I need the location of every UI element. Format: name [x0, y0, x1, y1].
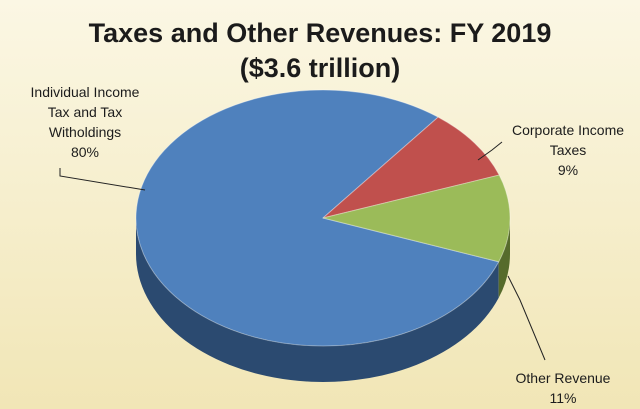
- label-line: Corporate Income: [511, 122, 625, 138]
- pie-slice-other-revenue: [322, 174, 511, 263]
- pie-slice-side: [136, 218, 499, 382]
- label-line: Other Revenue: [515, 370, 611, 386]
- pie-slice-side: [498, 218, 510, 298]
- label-line: Taxes: [549, 142, 587, 158]
- label-line: Individual Income: [30, 84, 140, 100]
- label-corporate-income: Corporate Income Taxes 9%: [498, 120, 638, 180]
- leader-line-individual: [59, 168, 146, 191]
- chart-title: Taxes and Other Revenues: FY 2019: [88, 18, 552, 48]
- leader-line-other: [507, 275, 546, 361]
- label-line: Witholdings: [48, 124, 122, 140]
- leader-line-corporate: [477, 141, 503, 161]
- pie-slice-corporate-income: [322, 116, 500, 219]
- label-other-revenue: Other Revenue 11%: [498, 368, 628, 408]
- label-value: 11%: [549, 390, 577, 406]
- label-value: 9%: [557, 162, 579, 178]
- chart-subtitle: ($3.6 trillion): [239, 53, 401, 83]
- pie-slice-individual-income: [135, 89, 500, 347]
- label-value: 80%: [70, 144, 100, 160]
- label-individual-income: Individual Income Tax and Tax Witholding…: [10, 82, 160, 162]
- chart-title-block: Taxes and Other Revenues: FY 2019 ($3.6 …: [0, 16, 640, 86]
- label-line: Tax and Tax: [47, 104, 123, 120]
